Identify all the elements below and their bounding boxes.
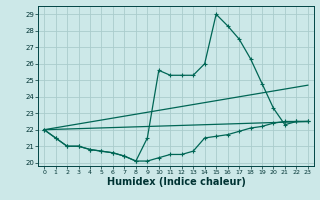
X-axis label: Humidex (Indice chaleur): Humidex (Indice chaleur) bbox=[107, 177, 245, 187]
